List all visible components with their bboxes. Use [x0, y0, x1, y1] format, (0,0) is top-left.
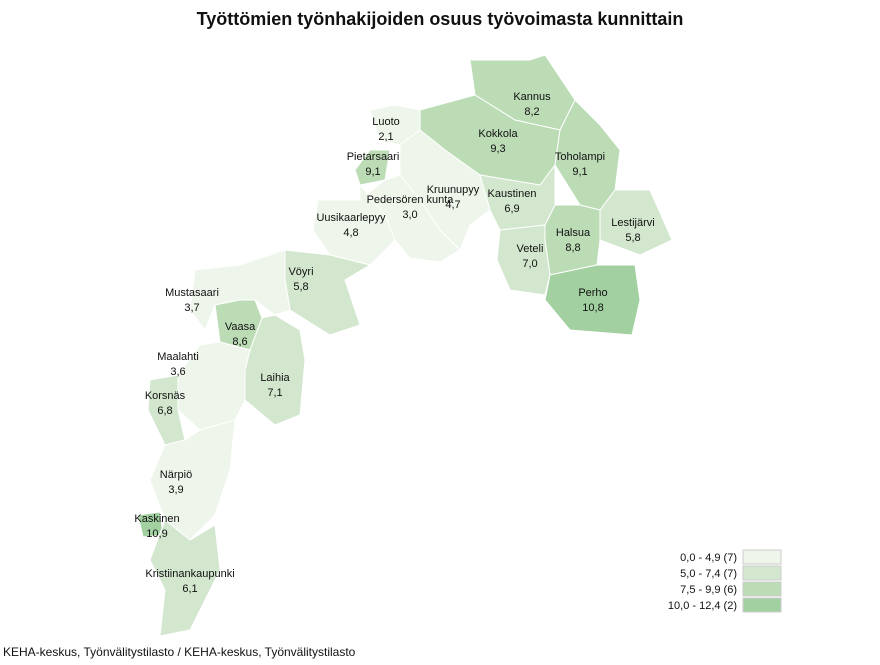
region-name: Maalahti [157, 351, 199, 363]
region-name: Korsnäs [145, 390, 186, 402]
legend-label: 10,0 - 12,4 (2) [668, 600, 737, 612]
region [544, 264, 641, 336]
region-name: Vaasa [225, 321, 256, 333]
region-name: Vöyri [288, 266, 313, 278]
region-value: 8,6 [232, 336, 247, 348]
region-value: 3,6 [170, 366, 185, 378]
legend-swatch [742, 581, 782, 597]
region-value: 4,7 [445, 199, 460, 211]
region [149, 519, 221, 637]
region-value: 3,9 [168, 484, 183, 496]
region-name: Kruunupyy [427, 184, 480, 196]
region-name: Kristiinankaupunki [145, 568, 234, 580]
region-value: 9,1 [365, 166, 380, 178]
region-name: Kaskinen [134, 513, 179, 525]
legend-swatch [742, 549, 782, 565]
region [544, 204, 601, 276]
region-name: Kokkola [478, 128, 518, 140]
legend-swatch [742, 565, 782, 581]
region-name: Lestijärvi [611, 217, 654, 229]
legend-label: 7,5 - 9,9 (6) [680, 584, 737, 596]
region-value: 3,7 [184, 302, 199, 314]
region-value: 10,8 [582, 302, 603, 314]
source: KEHA-keskus, Työnvälitystilasto / KEHA-k… [3, 645, 356, 659]
legend-label: 0,0 - 4,9 (7) [680, 552, 737, 564]
region-name: Uusikaarlepyy [316, 212, 386, 224]
region-value: 4,8 [343, 227, 358, 239]
region-name: Kaustinen [488, 188, 537, 200]
region-value: 6,8 [157, 405, 172, 417]
region-value: 2,1 [378, 131, 393, 143]
region-value: 6,9 [504, 203, 519, 215]
regions [137, 54, 673, 637]
legend-label: 5,0 - 7,4 (7) [680, 568, 737, 580]
region [149, 419, 236, 541]
region-name: Luoto [372, 116, 400, 128]
region-name: Veteli [517, 243, 544, 255]
region [354, 149, 391, 186]
region-value: 10,9 [146, 528, 167, 540]
legend-swatch [742, 597, 782, 613]
region-labels: Kannus 8,2 Kokkola 9,3 Toholampi 9,1 Lestijärv… [134, 91, 654, 595]
region-name: Laihia [260, 372, 290, 384]
region-value: 7,1 [267, 387, 282, 399]
region-name: Kannus [513, 91, 551, 103]
region-name: Halsua [556, 227, 591, 239]
region-name: Närpiö [160, 469, 192, 481]
region-name: Pietarsaari [347, 151, 400, 163]
region-value: 8,2 [524, 106, 539, 118]
region-value: 8,8 [565, 242, 580, 254]
region-value: 5,8 [625, 232, 640, 244]
region-value: 7,0 [522, 258, 537, 270]
region-value: 9,3 [490, 143, 505, 155]
region-name: Pedersören kunta [367, 194, 455, 206]
region [312, 183, 396, 266]
region-value: 3,0 [402, 209, 417, 221]
region-value: 6,1 [182, 583, 197, 595]
region-value: 5,8 [293, 281, 308, 293]
region-name: Mustasaari [165, 287, 219, 299]
map-title: Työttömien työnhakijoiden osuus työvoima… [197, 9, 684, 29]
region [479, 163, 556, 231]
region-name: Toholampi [555, 151, 605, 163]
region [189, 249, 291, 332]
region-name: Perho [578, 287, 607, 299]
region-value: 9,1 [572, 166, 587, 178]
